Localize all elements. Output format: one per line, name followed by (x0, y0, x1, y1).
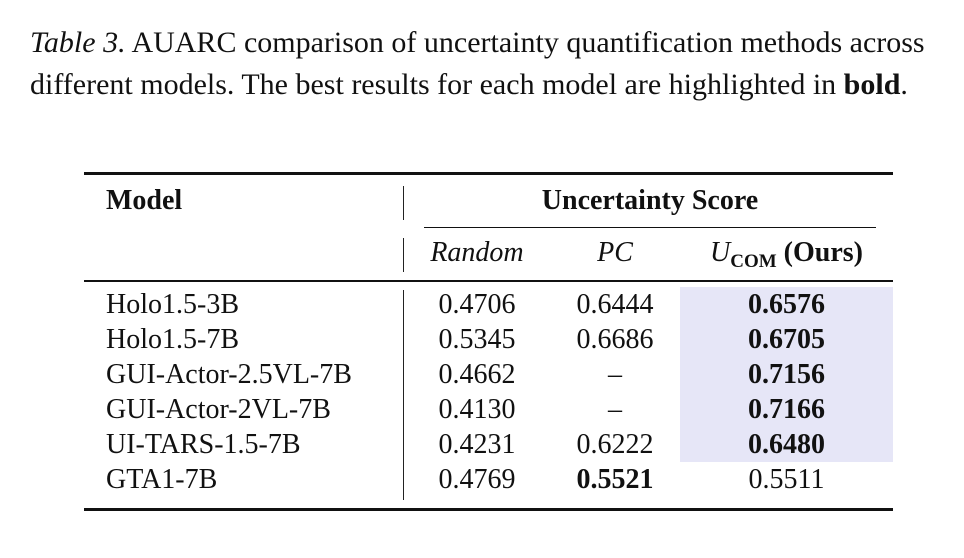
caption-bold-word: bold (843, 68, 901, 101)
best-result-highlight (680, 322, 893, 357)
caption-text: AUARC comparison of uncertainty quantifi… (30, 26, 925, 101)
random-score-cell: 0.4130 (438, 394, 516, 425)
ucom-score-cell: 0.6480 (748, 429, 825, 460)
ucom-column-header: UCOM (Ours) (680, 236, 893, 279)
model-name-cell: UI-TARS-1.5-7B (106, 429, 301, 460)
ucom-score-cell: 0.6576 (748, 289, 825, 320)
random-score-cell: 0.5345 (438, 324, 516, 355)
best-result-highlight (680, 357, 893, 392)
ucom-score-cell: 0.7166 (748, 394, 825, 425)
model-name-cell: GUI-Actor-2VL-7B (106, 394, 331, 425)
pc-score-cell: – (608, 394, 622, 425)
random-column-header: Random (430, 237, 524, 268)
column-separator (403, 238, 404, 272)
pc-score-cell: 0.6222 (576, 429, 654, 460)
column-separator (403, 290, 404, 500)
table-top-rule (84, 172, 893, 175)
model-name-cell: GTA1-7B (106, 464, 218, 495)
ucom-letter: U (710, 237, 731, 268)
table-caption: Table 3. AUARC comparison of uncertainty… (30, 22, 950, 106)
ucom-subscript: COM (730, 251, 777, 272)
ucom-score-cell: 0.5511 (748, 464, 825, 495)
random-score-cell: 0.4769 (438, 464, 516, 495)
pc-column-header: PC (597, 237, 633, 268)
random-score-cell: 0.4231 (438, 429, 516, 460)
table-header-rule (84, 280, 893, 282)
model-name-cell: GUI-Actor-2.5VL-7B (106, 359, 352, 390)
table-bottom-rule (84, 508, 893, 511)
pc-score-cell: 0.5521 (576, 464, 654, 495)
ucom-score-cell: 0.6705 (748, 324, 825, 355)
model-column-header: Model (106, 185, 183, 216)
ucom-suffix: (Ours) (776, 237, 863, 268)
pc-score-cell: 0.6686 (576, 324, 654, 355)
column-separator (403, 186, 404, 220)
random-score-cell: 0.4706 (438, 289, 516, 320)
caption-label: Table 3. (30, 26, 126, 59)
model-name-cell: Holo1.5-7B (106, 324, 239, 355)
pc-score-cell: – (608, 359, 622, 390)
uncertainty-score-header: Uncertainty Score (541, 185, 759, 216)
pc-score-cell: 0.6444 (576, 289, 654, 320)
model-name-cell: Holo1.5-3B (106, 289, 239, 320)
group-header-rule (424, 227, 876, 228)
best-result-highlight (680, 287, 893, 322)
ucom-score-cell: 0.7156 (748, 359, 825, 390)
caption-end: . (900, 68, 908, 101)
best-result-highlight (680, 392, 893, 427)
random-score-cell: 0.4662 (438, 359, 516, 390)
best-result-highlight (680, 427, 893, 462)
